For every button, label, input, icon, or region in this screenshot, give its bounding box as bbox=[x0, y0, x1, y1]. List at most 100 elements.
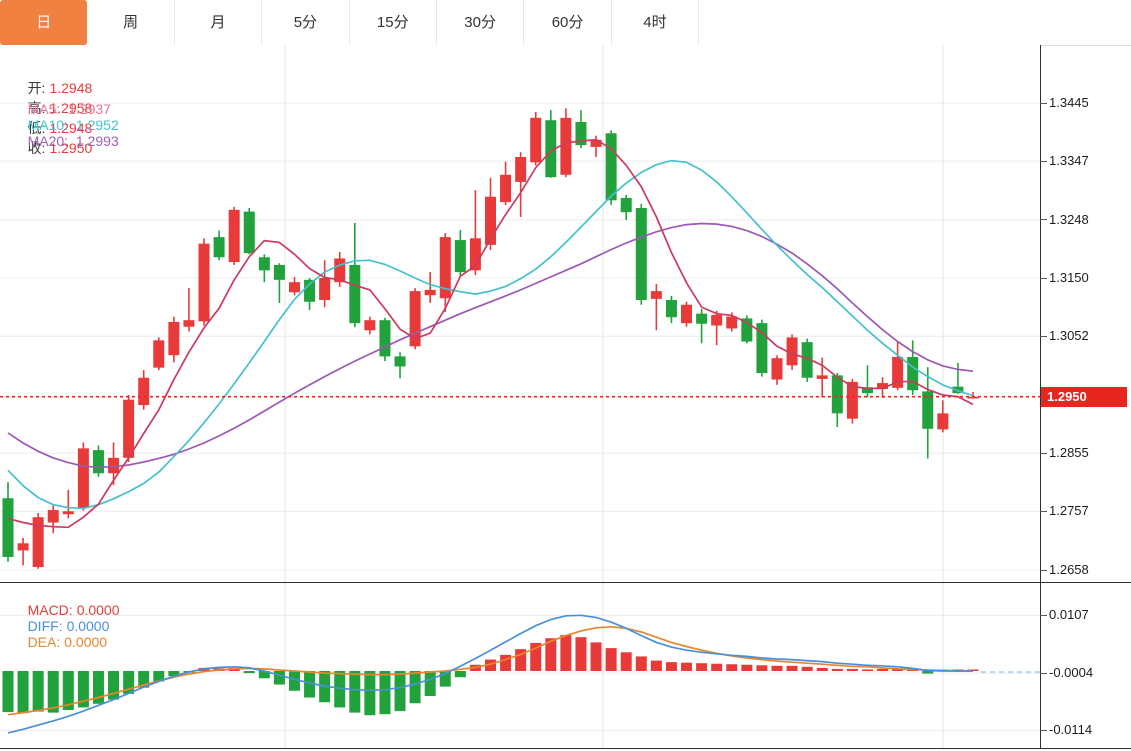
candle-body bbox=[801, 342, 813, 378]
macd-histogram-bar bbox=[861, 669, 873, 671]
period-tabbar: 日 周 月 5分 15分 30分 60分 4时 bbox=[0, 0, 1131, 46]
macd-histogram-bar bbox=[620, 652, 632, 671]
candle-body bbox=[168, 321, 180, 356]
axis-tick-mark bbox=[1040, 452, 1047, 454]
macd-histogram-bar bbox=[304, 671, 316, 698]
axis-tick-mark bbox=[1040, 614, 1047, 616]
current-price-badge: 1.2950 bbox=[1041, 387, 1127, 407]
macd-histogram-bar bbox=[545, 638, 557, 671]
candle-body bbox=[409, 291, 421, 347]
tab-15min[interactable]: 15分 bbox=[349, 0, 437, 45]
ma5-label: MA5: 1.2937 bbox=[27, 101, 111, 117]
tab-30min[interactable]: 30分 bbox=[436, 0, 525, 45]
candle-body bbox=[605, 133, 617, 201]
axis-tick-mark bbox=[1040, 160, 1047, 162]
candle-body bbox=[515, 156, 527, 182]
axis-tick-mark bbox=[1040, 672, 1047, 674]
y-axis-label: 1.2855 bbox=[1049, 445, 1089, 461]
tab-day[interactable]: 日 bbox=[0, 0, 88, 45]
close-label: 收: bbox=[27, 140, 46, 156]
main-chart-canvas[interactable] bbox=[0, 45, 1040, 582]
panel-separator-line bbox=[0, 582, 1131, 583]
axis-tick-mark bbox=[1040, 729, 1047, 731]
macd-histogram-bar bbox=[424, 671, 436, 696]
tab-60min[interactable]: 60分 bbox=[524, 0, 612, 45]
low-value: 1.2948 bbox=[49, 120, 93, 136]
y-axis-label: 1.3445 bbox=[1049, 95, 1089, 110]
candle-body bbox=[620, 197, 632, 213]
y-axis-label: 1.3150 bbox=[1049, 270, 1089, 286]
macd-histogram-bar bbox=[17, 671, 29, 714]
macd-histogram-bar bbox=[515, 649, 527, 671]
candle-body bbox=[469, 238, 481, 271]
candle-body bbox=[696, 313, 708, 324]
ma20-line bbox=[7, 222, 974, 469]
candle-body bbox=[32, 517, 44, 568]
tab-5min[interactable]: 5分 bbox=[262, 0, 350, 45]
main-candlestick-chart[interactable] bbox=[0, 45, 1040, 582]
axis-tick-mark bbox=[1040, 277, 1047, 279]
candle-body bbox=[877, 383, 889, 390]
macd-chart[interactable] bbox=[0, 582, 1040, 748]
candle-body bbox=[786, 337, 798, 366]
candle-body bbox=[77, 448, 89, 508]
macd-histogram-bar bbox=[349, 671, 361, 713]
candle-body bbox=[846, 381, 858, 419]
candle-body bbox=[635, 208, 647, 301]
y-axis-label: 1.3347 bbox=[1049, 153, 1089, 169]
open-value: 1.2948 bbox=[49, 80, 93, 96]
macd-histogram-bar bbox=[650, 660, 662, 671]
macd-histogram-bar bbox=[846, 668, 858, 671]
high-label: 高: bbox=[27, 100, 46, 116]
candle-body bbox=[92, 450, 104, 474]
y-axis-label: -0.0114 bbox=[1049, 722, 1093, 738]
macd-histogram-bar bbox=[92, 671, 104, 704]
candle-body bbox=[138, 377, 150, 406]
candle-body bbox=[213, 237, 225, 258]
macd-histogram-bar bbox=[108, 671, 120, 700]
macd-readout: MACD: 0.0000 DIFF: 0.0000 DEA: 0.0000 bbox=[12, 586, 135, 666]
tab-4hour[interactable]: 4时 bbox=[611, 0, 700, 45]
macd-histogram-bar bbox=[258, 671, 270, 679]
macd-histogram-bar bbox=[123, 671, 135, 694]
macd-histogram-bar bbox=[816, 667, 828, 671]
ma10-line bbox=[7, 159, 974, 510]
candle-body bbox=[108, 457, 120, 474]
macd-histogram-bar bbox=[243, 671, 255, 674]
candle-body bbox=[937, 413, 949, 430]
tab-week[interactable]: 周 bbox=[87, 0, 175, 45]
axis-tick-mark bbox=[1040, 219, 1047, 221]
candle-body bbox=[741, 318, 753, 342]
candle-body bbox=[650, 291, 662, 299]
candle-body bbox=[665, 300, 677, 318]
macd-histogram-bar bbox=[877, 668, 889, 671]
open-label: 开: bbox=[27, 80, 46, 96]
ohlc-readout: 开: 1.2948 高: 1.2958 低: 1.2948 收: 1.2950 bbox=[12, 62, 104, 174]
macd-histogram-bar bbox=[500, 654, 512, 671]
candle-body bbox=[726, 316, 738, 329]
macd-histogram-bar bbox=[394, 671, 406, 712]
macd-histogram-bar bbox=[756, 665, 768, 671]
macd-histogram-bar bbox=[922, 671, 934, 674]
candle-body bbox=[424, 289, 436, 296]
candle-body bbox=[319, 278, 331, 301]
candle-body bbox=[364, 320, 376, 331]
candle-body bbox=[545, 120, 557, 178]
candle-body bbox=[228, 209, 240, 263]
macd-histogram-bar bbox=[454, 671, 466, 678]
tab-month[interactable]: 月 bbox=[174, 0, 263, 45]
macd-histogram-bar bbox=[77, 671, 89, 708]
macd-histogram-bar bbox=[711, 663, 723, 671]
candle-body bbox=[334, 258, 346, 283]
macd-histogram-bar bbox=[409, 671, 421, 704]
candle-body bbox=[379, 320, 391, 357]
macd-chart-canvas[interactable] bbox=[0, 582, 1040, 748]
candle-body bbox=[123, 399, 135, 458]
candle-body bbox=[2, 498, 14, 557]
macd-histogram-bar bbox=[696, 663, 708, 671]
macd-histogram-bar bbox=[726, 664, 738, 671]
macd-histogram-bar bbox=[47, 671, 59, 713]
macd-histogram-bar bbox=[485, 659, 496, 671]
candle-body bbox=[394, 356, 406, 367]
